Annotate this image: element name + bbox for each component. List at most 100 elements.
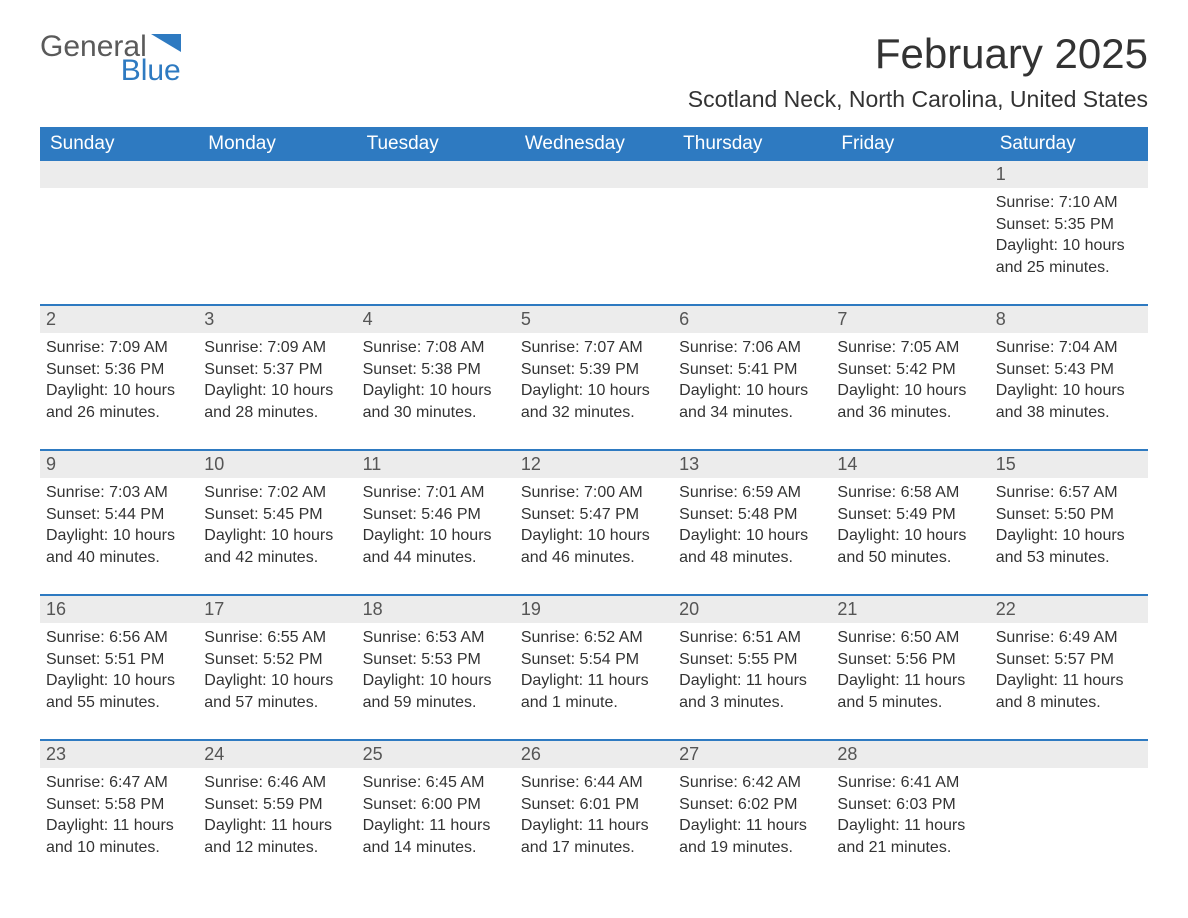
daylight-text: Daylight: 10 hours and 32 minutes. [521,380,665,423]
sunrise-text: Sunrise: 6:49 AM [996,627,1140,649]
day-cell: Sunrise: 7:09 AMSunset: 5:36 PMDaylight:… [40,333,198,433]
day-number: 17 [198,596,356,623]
day-number [673,161,831,188]
daylight-text: Daylight: 10 hours and 30 minutes. [363,380,507,423]
day-number: 14 [831,451,989,478]
day-body-row: Sunrise: 7:10 AMSunset: 5:35 PMDaylight:… [40,188,1148,288]
sunset-text: Sunset: 5:59 PM [204,794,348,816]
day-cell: Sunrise: 7:07 AMSunset: 5:39 PMDaylight:… [515,333,673,433]
title-block: February 2025 Scotland Neck, North Carol… [688,30,1148,113]
day-cell [990,768,1148,868]
weekday-header-row: Sunday Monday Tuesday Wednesday Thursday… [40,127,1148,161]
day-cell: Sunrise: 7:02 AMSunset: 5:45 PMDaylight:… [198,478,356,578]
sunrise-text: Sunrise: 7:09 AM [46,337,190,359]
day-body-row: Sunrise: 6:56 AMSunset: 5:51 PMDaylight:… [40,623,1148,723]
sunset-text: Sunset: 5:50 PM [996,504,1140,526]
daylight-text: Daylight: 10 hours and 25 minutes. [996,235,1140,278]
daylight-text: Daylight: 10 hours and 50 minutes. [837,525,981,568]
day-number [40,161,198,188]
sunrise-text: Sunrise: 7:10 AM [996,192,1140,214]
day-cell: Sunrise: 6:46 AMSunset: 5:59 PMDaylight:… [198,768,356,868]
daylight-text: Daylight: 10 hours and 59 minutes. [363,670,507,713]
sunrise-text: Sunrise: 6:45 AM [363,772,507,794]
day-number: 13 [673,451,831,478]
day-number: 11 [357,451,515,478]
daylight-text: Daylight: 11 hours and 17 minutes. [521,815,665,858]
day-number: 18 [357,596,515,623]
day-cell: Sunrise: 6:44 AMSunset: 6:01 PMDaylight:… [515,768,673,868]
day-cell: Sunrise: 6:42 AMSunset: 6:02 PMDaylight:… [673,768,831,868]
weekday-sunday: Sunday [40,127,198,161]
day-body-row: Sunrise: 7:09 AMSunset: 5:36 PM Daylight:… [40,333,1148,433]
day-cell: Sunrise: 7:06 AMSunset: 5:41 PMDaylight:… [673,333,831,433]
day-number: 1 [990,161,1148,188]
sunset-text: Sunset: 5:38 PM [363,359,507,381]
day-cell: Sunrise: 6:49 AMSunset: 5:57 PMDaylight:… [990,623,1148,723]
daylight-text: Daylight: 10 hours and 34 minutes. [679,380,823,423]
day-cell: Sunrise: 7:01 AMSunset: 5:46 PMDaylight:… [357,478,515,578]
sunrise-text: Sunrise: 7:02 AM [204,482,348,504]
sunrise-text: Sunrise: 7:08 AM [363,337,507,359]
weekday-friday: Friday [831,127,989,161]
day-number: 23 [40,741,198,768]
day-number: 21 [831,596,989,623]
sunrise-text: Sunrise: 7:06 AM [679,337,823,359]
sunrise-text: Sunrise: 6:57 AM [996,482,1140,504]
day-body-row: Sunrise: 6:47 AMSunset: 5:58 PMDaylight:… [40,768,1148,868]
daylight-text: Daylight: 10 hours and 55 minutes. [46,670,190,713]
day-number [357,161,515,188]
sunset-text: Sunset: 5:43 PM [996,359,1140,381]
day-number-row: 2345678 [40,306,1148,333]
daylight-text: Daylight: 11 hours and 8 minutes. [996,670,1140,713]
day-number: 12 [515,451,673,478]
day-number: 4 [357,306,515,333]
day-cell: Sunrise: 6:52 AMSunset: 5:54 PMDaylight:… [515,623,673,723]
day-number: 24 [198,741,356,768]
day-cell: Sunrise: 7:04 AMSunset: 5:43 PMDaylight:… [990,333,1148,433]
daylight-text: Daylight: 10 hours and 53 minutes. [996,525,1140,568]
sunset-text: Sunset: 5:55 PM [679,649,823,671]
sunrise-text: Sunrise: 7:01 AM [363,482,507,504]
daylight-text: Daylight: 11 hours and 5 minutes. [837,670,981,713]
day-cell: Sunrise: 6:51 AMSunset: 5:55 PMDaylight:… [673,623,831,723]
day-cell [40,188,198,288]
sunset-text: Sunset: 5:44 PM [46,504,190,526]
sunset-text: Sunset: 6:01 PM [521,794,665,816]
day-number: 20 [673,596,831,623]
daylight-text: Daylight: 11 hours and 1 minute. [521,670,665,713]
sunrise-text: Sunrise: 6:55 AM [204,627,348,649]
sunrise-text: Sunrise: 6:53 AM [363,627,507,649]
day-cell: Sunrise: 6:57 AMSunset: 5:50 PMDaylight:… [990,478,1148,578]
sunset-text: Sunset: 5:51 PM [46,649,190,671]
day-number: 19 [515,596,673,623]
day-number: 6 [673,306,831,333]
day-cell [831,188,989,288]
sunrise-text: Sunrise: 7:00 AM [521,482,665,504]
day-number: 16 [40,596,198,623]
day-cell: Sunrise: 6:53 AMSunset: 5:53 PMDaylight:… [357,623,515,723]
day-number-row: 9101112131415 [40,451,1148,478]
sunset-text: Sunset: 5:42 PM [837,359,981,381]
day-cell: Sunrise: 6:50 AMSunset: 5:56 PMDaylight:… [831,623,989,723]
sunset-text: Sunset: 5:49 PM [837,504,981,526]
weekday-tuesday: Tuesday [357,127,515,161]
sunrise-text: Sunrise: 6:52 AM [521,627,665,649]
weekday-saturday: Saturday [990,127,1148,161]
logo-text: General Blue [40,30,181,86]
day-number: 28 [831,741,989,768]
day-cell: Sunrise: 7:05 AMSunset: 5:42 PMDaylight:… [831,333,989,433]
sunset-text: Sunset: 5:48 PM [679,504,823,526]
sunset-text: Sunset: 6:03 PM [837,794,981,816]
sunrise-text: Sunrise: 7:04 AM [996,337,1140,359]
sunset-text: Sunset: 5:39 PM [521,359,665,381]
sunrise-text: Sunrise: 6:59 AM [679,482,823,504]
day-body-row: Sunrise: 7:03 AMSunset: 5:44 PMDaylight:… [40,478,1148,578]
sunset-text: Sunset: 5:52 PM [204,649,348,671]
day-number: 7 [831,306,989,333]
sunrise-text: Sunrise: 6:42 AM [679,772,823,794]
sunset-text: Sunset: 5:35 PM [996,214,1140,236]
daylight-text: Daylight: 10 hours and 46 minutes. [521,525,665,568]
daylight-text: Daylight: 11 hours and 21 minutes. [837,815,981,858]
day-cell: Sunrise: 6:41 AMSunset: 6:03 PMDaylight:… [831,768,989,868]
sunset-text: Sunset: 5:36 PM [46,359,190,381]
